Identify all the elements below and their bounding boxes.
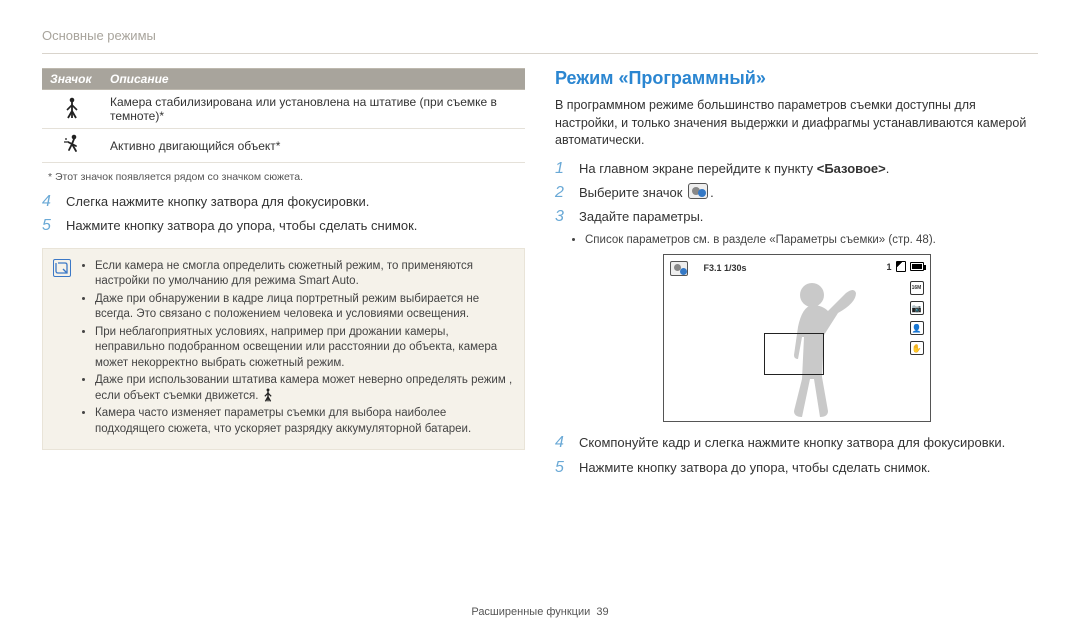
tripod-icon (65, 97, 79, 119)
note-item: При неблагоприятных условиях, например п… (95, 325, 514, 372)
table-row: Активно двигающийся объект* (42, 129, 525, 163)
step-number: 4 (555, 434, 569, 452)
note-item: Даже при использовании штатива камера мо… (95, 373, 514, 404)
row-desc: Камера стабилизирована или установлена н… (102, 90, 525, 129)
right-steps-cont: 4 Скомпонуйте кадр и слегка нажмите кноп… (555, 434, 1038, 477)
face-icon: 👤 (910, 321, 924, 335)
battery-icon (910, 262, 924, 271)
resolution-icon: 16M (910, 281, 924, 295)
sd-icon (896, 261, 906, 272)
step-text: Задайте параметры. (579, 208, 1038, 226)
tripod-icon (263, 388, 273, 402)
shot-counter: 1 (886, 262, 891, 272)
step-number: 5 (555, 459, 569, 477)
right-column: Режим «Программный» В программном режиме… (555, 68, 1038, 483)
sub-bullet-list: Список параметров см. в разделе «Парамет… (555, 233, 1038, 249)
program-mode-icon (670, 261, 688, 276)
section-title: Режим «Программный» (555, 68, 1038, 89)
icon-table: Значок Описание (42, 68, 525, 163)
step-number: 4 (42, 193, 56, 211)
focus-rectangle (764, 333, 824, 375)
note-box: Если камера не смогла определить сюжетны… (42, 248, 525, 451)
note-item: Даже при обнаружении в кадре лица портре… (95, 292, 514, 323)
sub-bullet: Список параметров см. в разделе «Парамет… (585, 233, 1038, 249)
step-text: Слегка нажмите кнопку затвора для фокуси… (66, 193, 525, 211)
note-item: Если камера не смогла определить сюжетны… (95, 259, 514, 290)
exposure-readout: F3.1 1/30s (704, 263, 747, 273)
step-text: Скомпонуйте кадр и слегка нажмите кнопку… (579, 434, 1038, 452)
step-text: Нажмите кнопку затвора до упора, чтобы с… (579, 459, 1038, 477)
page-footer: Расширенные функции 39 (0, 606, 1080, 618)
th-icon: Значок (42, 69, 102, 90)
info-icon (53, 259, 71, 277)
stabilizer-icon: ✋ (910, 341, 924, 355)
step-text: Нажмите кнопку затвора до упора, чтобы с… (66, 217, 525, 235)
camera-preview: F3.1 1/30s 1 16M 📷 👤 ✋ (663, 254, 931, 422)
step-number: 1 (555, 160, 569, 178)
program-mode-icon (688, 183, 708, 199)
note-item: Камера часто изменяет параметры съемки д… (95, 406, 514, 437)
breadcrumb: Основные режимы (42, 28, 1038, 54)
row-desc: Активно двигающийся объект* (102, 129, 525, 163)
section-para: В программном режиме большинство парамет… (555, 97, 1038, 150)
step-number: 2 (555, 184, 569, 202)
flash-icon: 📷 (910, 301, 924, 315)
step-text: На главном экране перейдите к пункту <Ба… (579, 160, 1038, 178)
step-text: Выберите значок . (579, 184, 1038, 202)
running-icon (63, 134, 81, 154)
step-number: 3 (555, 208, 569, 226)
table-row: Камера стабилизирована или установлена н… (42, 90, 525, 129)
left-steps: 4 Слегка нажмите кнопку затвора для фоку… (42, 193, 525, 236)
table-footnote: * Этот значок появляется рядом со значко… (48, 171, 525, 183)
th-desc: Описание (102, 69, 525, 90)
note-list: Если камера не смогла определить сюжетны… (79, 259, 514, 440)
side-icons: 16M 📷 👤 ✋ (910, 281, 924, 355)
left-column: Значок Описание (42, 68, 525, 483)
right-steps: 1 На главном экране перейдите к пункту <… (555, 160, 1038, 227)
step-number: 5 (42, 217, 56, 235)
